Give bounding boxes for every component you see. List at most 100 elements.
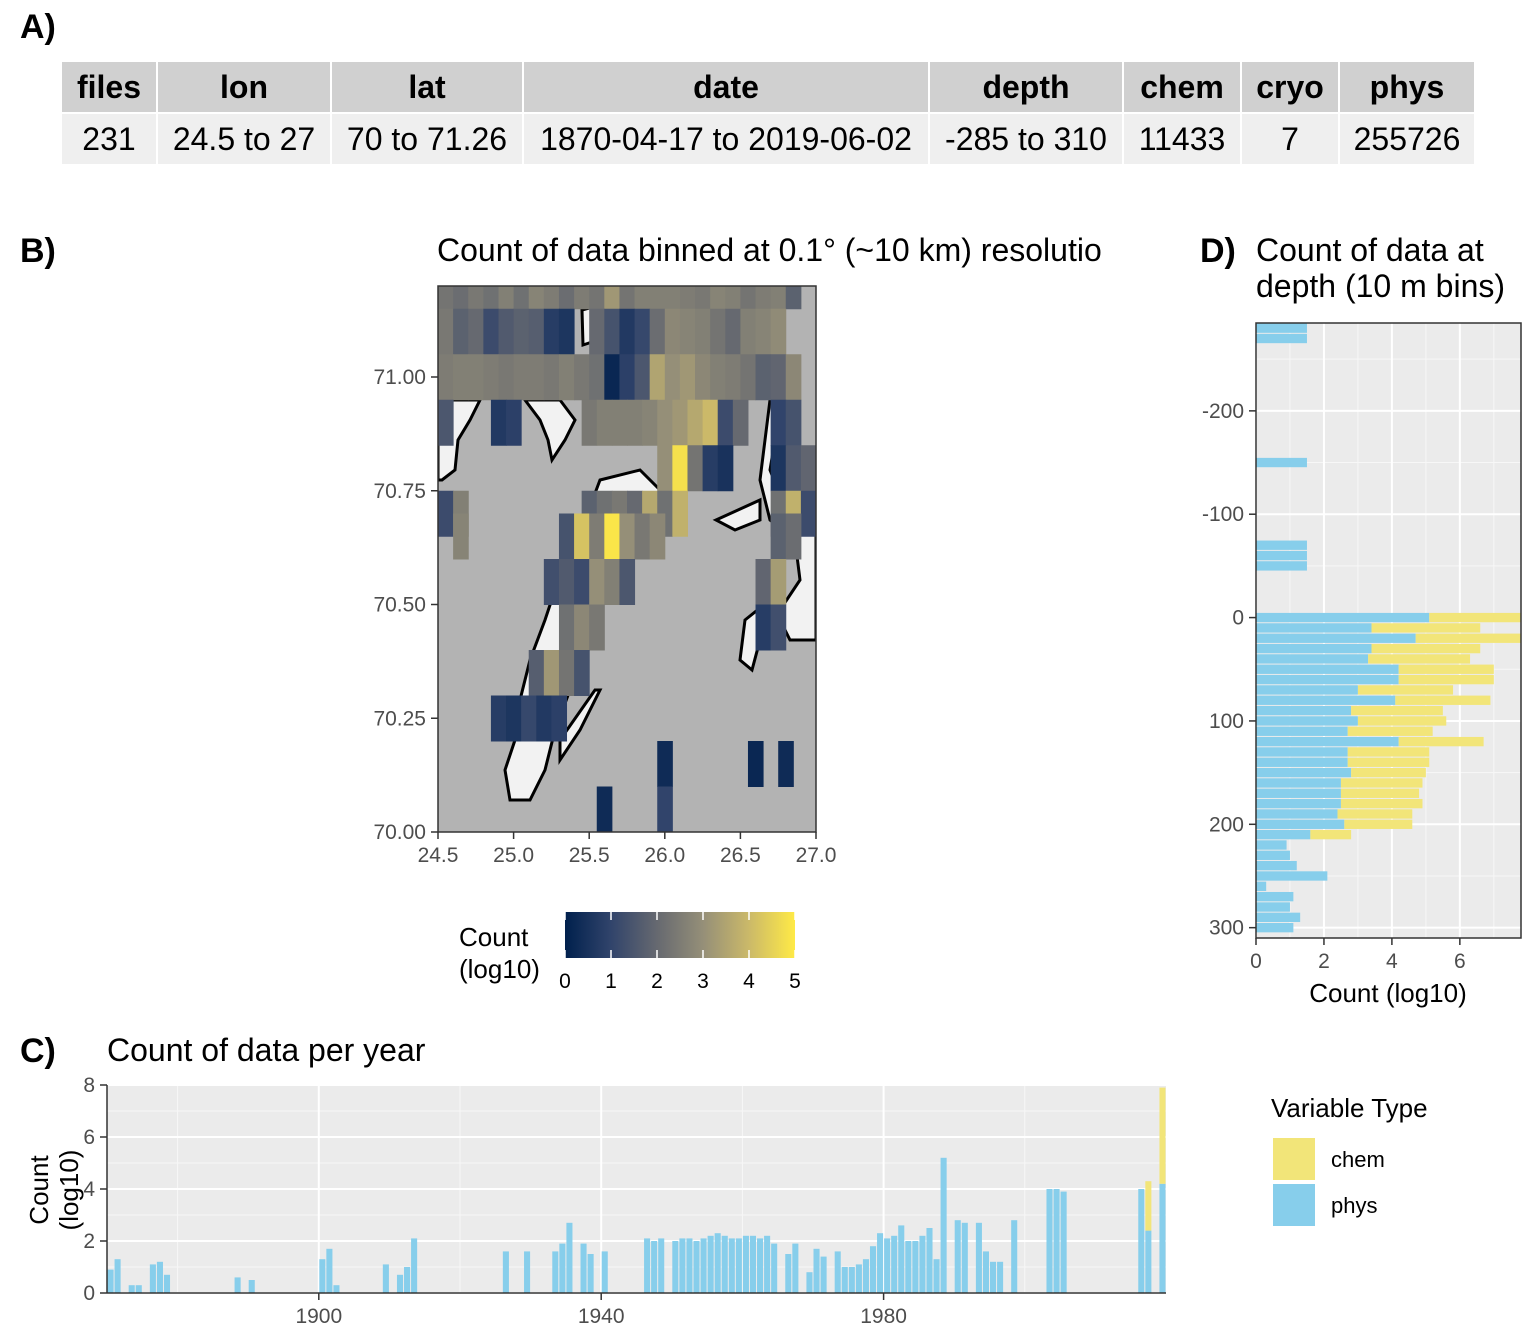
heatmap-cell (558, 354, 575, 401)
heatmap-cell (785, 399, 802, 446)
heatmap-cell (619, 559, 636, 605)
heatmap-cell (438, 354, 454, 401)
heatmap-cell (770, 354, 787, 401)
heatmap-cell (468, 286, 484, 310)
heatmap-cell (785, 354, 802, 401)
heatmap-cell (785, 513, 802, 560)
heatmap-cell (483, 308, 499, 355)
heatmap-cell (770, 513, 787, 560)
heatmap-cell (634, 286, 651, 310)
heatmap-cell (649, 513, 666, 560)
depth-title: Count of data at depth (10 m bins) (1256, 232, 1536, 304)
map-y-tick-label: 70.00 (373, 821, 426, 844)
heatmap-cell (725, 308, 741, 355)
heatmap-cell (649, 308, 666, 355)
heatmap-cell (770, 399, 787, 446)
heatmap-cell (453, 286, 469, 310)
heatmap-cell (702, 445, 719, 492)
table-cell: 70 to 71.26 (332, 114, 522, 164)
table-cell: 24.5 to 27 (158, 114, 330, 164)
heatmap-cell (574, 286, 590, 310)
heatmap-cell (513, 286, 530, 310)
colorbar-tick-label: 5 (789, 970, 801, 993)
heatmap-cell (710, 354, 726, 401)
heatmap-cell (506, 695, 522, 742)
map-x-tick-label: 26.0 (644, 844, 685, 867)
heatmap-cell (490, 399, 507, 446)
heatmap-cell (740, 354, 757, 401)
heatmap-cell (755, 286, 772, 310)
heatmap-cell (574, 354, 590, 401)
heatmap-cell (558, 286, 575, 310)
map-x-tick-label: 25.5 (569, 844, 610, 867)
heatmap-cell (528, 286, 545, 310)
heatmap-cell (604, 308, 620, 355)
map-x-tick-label: 27.0 (796, 844, 837, 867)
map-y-tick-label: 70.25 (373, 707, 426, 730)
heatmap-cell (634, 354, 651, 401)
table-header: files (62, 62, 156, 112)
heatmap-cell (438, 399, 454, 446)
heatmap-cell (574, 650, 590, 696)
heatmap-cell (506, 399, 522, 446)
heatmap-cell (778, 741, 794, 787)
heatmap-cell (679, 308, 696, 355)
heatmap-cell (657, 741, 673, 787)
map-x-tick-label: 24.5 (418, 844, 459, 867)
heatmap-cell (498, 286, 515, 310)
heatmap-cell (725, 286, 741, 310)
heatmap-cell (528, 354, 545, 401)
heatmap-cell (649, 354, 666, 401)
heatmap-cell (438, 490, 454, 537)
heatmap-cell (574, 559, 590, 605)
land-polygon (712, 497, 762, 532)
table-cell: 255726 (1340, 114, 1474, 164)
heatmap-cell (483, 286, 499, 310)
map-y-tick-label: 70.50 (373, 594, 426, 617)
panel-label-a: A) (20, 8, 56, 46)
heatmap-cell (558, 559, 575, 605)
heatmap-cell (800, 445, 816, 492)
heatmap-cell (596, 399, 613, 446)
years-title: Count of data per year (107, 1032, 426, 1068)
table-cell: -285 to 310 (930, 114, 1122, 164)
table-cell: 1870-04-17 to 2019-06-02 (524, 114, 928, 164)
colorbar-tick-label: 1 (605, 970, 617, 993)
heatmap-cell (513, 354, 530, 401)
map-y-tick-label: 70.75 (373, 480, 426, 503)
heatmap-cell (589, 604, 605, 651)
heatmap-cell (490, 695, 507, 742)
map-x-tick-label: 26.5 (720, 844, 761, 867)
heatmap-cell (558, 604, 575, 651)
heatmap-cell (468, 354, 484, 401)
land-polygon (558, 688, 603, 765)
heatmap-cell (521, 695, 537, 742)
heatmap-cell (438, 286, 454, 310)
heatmap-cell (589, 354, 605, 401)
table-row: 231 24.5 to 27 70 to 71.26 1870-04-17 to… (62, 114, 1474, 164)
heatmap-cell (664, 308, 681, 355)
panel-label-c: C) (20, 1032, 56, 1070)
heatmap-cell (627, 399, 643, 446)
heatmap-cell (702, 399, 719, 446)
heatmap-cell (687, 445, 704, 492)
table-header: chem (1124, 62, 1240, 112)
table-header: phys (1340, 62, 1474, 112)
heatmap-cell (672, 490, 688, 537)
map-legend-title: Count (459, 922, 529, 952)
heatmap-cell (657, 445, 673, 492)
heatmap-cell (634, 308, 651, 355)
heatmap-cell (710, 286, 726, 310)
heatmap-cell (558, 650, 575, 696)
depth-title-text: Count of data at depth (10 m bins) (1256, 232, 1506, 304)
heatmap-cell (770, 604, 787, 651)
heatmap-cell (543, 308, 560, 355)
table-cell: 11433 (1124, 114, 1240, 164)
heatmap-cell (770, 559, 787, 605)
heatmap-cell (672, 399, 688, 446)
heatmap-cell (498, 308, 515, 355)
heatmap-cell (589, 308, 605, 355)
heatmap-cell (604, 286, 620, 310)
colorbar-tick-label: 2 (651, 970, 663, 993)
